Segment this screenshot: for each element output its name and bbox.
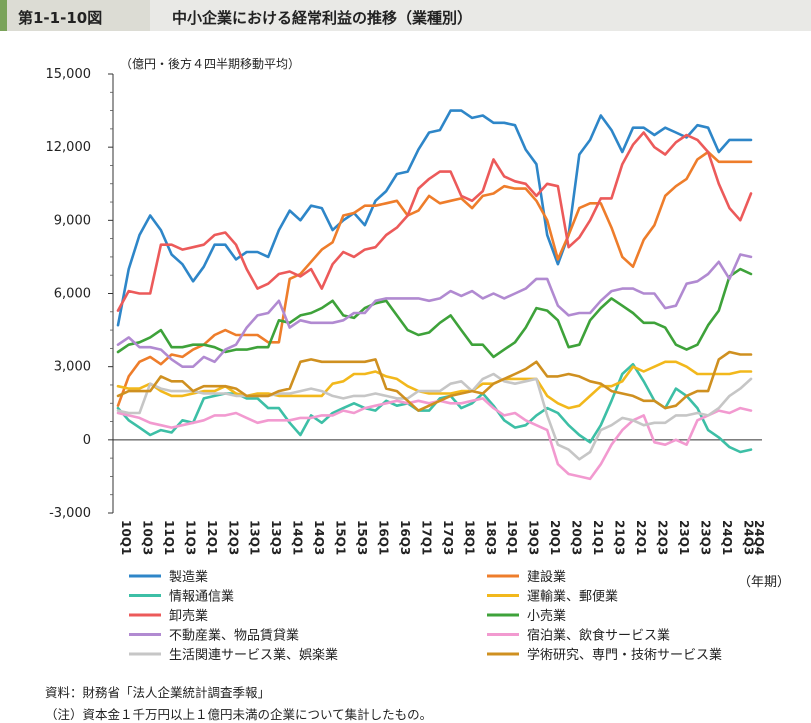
series-line bbox=[116, 253, 753, 368]
x-tick-label: 11Q1 bbox=[162, 520, 176, 555]
series-line bbox=[116, 267, 753, 359]
y-tick-label: 0 bbox=[83, 433, 91, 448]
x-tick-label: 12Q3 bbox=[226, 520, 240, 555]
x-tick-label: 18Q3 bbox=[484, 520, 498, 555]
x-tick-label: 22Q1 bbox=[634, 520, 648, 555]
y-axis-label: （億円・後方４四半期移動平均） bbox=[120, 56, 300, 71]
x-tick-label: 16Q3 bbox=[398, 520, 412, 555]
legend-label: 製造業 bbox=[169, 569, 208, 585]
legend-label: 情報通信業 bbox=[169, 589, 234, 605]
legend-label: 宿泊業、飲食サービス業 bbox=[527, 628, 670, 644]
x-tick-label: 16Q1 bbox=[376, 520, 390, 555]
series-line bbox=[116, 362, 753, 454]
legend-label: 卸売業 bbox=[169, 608, 208, 624]
series-line bbox=[116, 372, 753, 461]
y-tick-label: 12,000 bbox=[46, 140, 92, 155]
figure-title: 中小企業における経常利益の推移（業種別） bbox=[172, 9, 473, 27]
y-tick-label: -3,000 bbox=[49, 506, 91, 521]
x-tick-label: 14Q1 bbox=[291, 520, 305, 555]
x-tick-label: 22Q3 bbox=[655, 520, 669, 555]
x-tick-label: 20Q1 bbox=[548, 520, 562, 555]
series-line bbox=[116, 109, 753, 327]
x-tick-label: 15Q1 bbox=[334, 520, 348, 555]
source-note: 資料：財務省「法人企業統計調査季報」 bbox=[45, 685, 271, 700]
y-tick-label: 6,000 bbox=[54, 287, 91, 302]
x-tick-label: 24Q1 bbox=[720, 520, 734, 555]
x-tick-label: 15Q3 bbox=[355, 520, 369, 555]
x-tick-label: 10Q3 bbox=[140, 520, 154, 555]
x-tick-label: 11Q3 bbox=[183, 520, 197, 555]
y-tick-label: 15,000 bbox=[46, 67, 92, 82]
x-tick-label: 23Q1 bbox=[677, 520, 691, 555]
x-tick-label: 13Q3 bbox=[269, 520, 283, 555]
x-tick-label: 17Q1 bbox=[419, 520, 433, 555]
x-tick-label: 13Q1 bbox=[248, 520, 262, 555]
series-line bbox=[116, 150, 753, 407]
y-tick-label: 9,000 bbox=[54, 213, 91, 228]
figure-number-box: 第1-1-10図 bbox=[0, 0, 150, 31]
footnote: （注）資本金１千万円以上１億円未満の企業について集計したもの。 bbox=[45, 707, 433, 722]
x-tick-label: 24Q3 bbox=[741, 520, 755, 555]
x-tick-label: 21Q1 bbox=[591, 520, 605, 555]
x-tick-label: 21Q3 bbox=[613, 520, 627, 555]
x-tick-label: 23Q3 bbox=[698, 520, 712, 555]
x-tick-label: 20Q3 bbox=[570, 520, 584, 555]
x-tick-label: 17Q3 bbox=[441, 520, 455, 555]
figure-number: 第1-1-10図 bbox=[18, 9, 103, 27]
x-tick-label: 10Q1 bbox=[119, 520, 133, 555]
legend-label: 学術研究、専門・技術サービス業 bbox=[527, 647, 722, 663]
x-tick-label: 14Q3 bbox=[312, 520, 326, 555]
x-tick-label: 19Q3 bbox=[527, 520, 541, 555]
legend-label: 建設業 bbox=[527, 569, 566, 585]
legend-label: 不動産業、物品賃貸業 bbox=[169, 628, 299, 644]
legend-label: 運輸業、郵便業 bbox=[527, 589, 618, 605]
series-line bbox=[116, 350, 753, 412]
x-tick-label: 12Q1 bbox=[205, 520, 219, 555]
legend-label: 生活関連サービス業、娯楽業 bbox=[169, 647, 338, 663]
series-line bbox=[116, 131, 753, 312]
figure-header: 第1-1-10図 中小企業における経常利益の推移（業種別） bbox=[0, 0, 811, 31]
x-tick-label: 19Q1 bbox=[505, 520, 519, 555]
series-line bbox=[116, 397, 753, 481]
y-tick-label: 3,000 bbox=[54, 360, 91, 375]
x-tick-label: 18Q1 bbox=[462, 520, 476, 555]
x-tick-label: 24Q4 bbox=[752, 520, 766, 555]
x-axis-label: （年期） bbox=[738, 575, 790, 590]
accent-bar bbox=[0, 0, 7, 31]
legend-label: 小売業 bbox=[527, 608, 566, 624]
